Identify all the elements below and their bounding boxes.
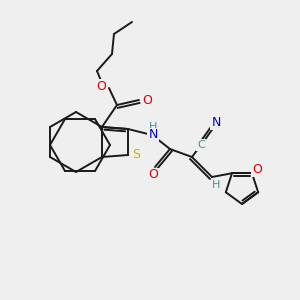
Text: O: O <box>252 163 262 176</box>
Text: O: O <box>96 80 106 92</box>
Text: C: C <box>197 140 205 150</box>
Text: N: N <box>211 116 221 128</box>
Text: O: O <box>148 169 158 182</box>
Text: N: N <box>148 128 158 142</box>
Text: O: O <box>142 94 152 106</box>
Text: H: H <box>149 122 157 132</box>
Text: H: H <box>212 180 220 190</box>
Text: S: S <box>132 148 140 161</box>
